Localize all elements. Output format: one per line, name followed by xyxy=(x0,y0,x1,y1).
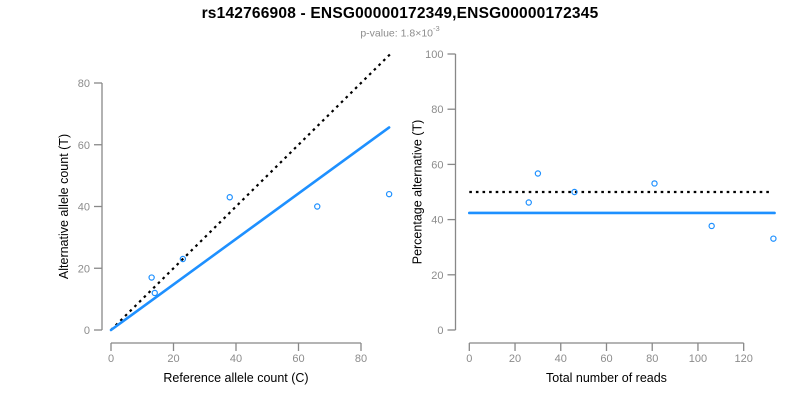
left-y-tick-label: 0 xyxy=(84,325,90,337)
left-x-axis-title: Reference allele count (C) xyxy=(163,371,308,385)
identity-line xyxy=(110,51,394,331)
right-data-point xyxy=(651,180,658,187)
left-x-tick-label: 60 xyxy=(292,353,304,365)
pvalue-exponent: -3 xyxy=(433,24,440,33)
right-data-point xyxy=(708,222,715,230)
left-y-tick-label: 40 xyxy=(78,202,90,214)
left-data-point xyxy=(385,190,393,198)
left-x-tick-label: 20 xyxy=(167,353,179,365)
left-x-tick-label: 80 xyxy=(355,353,367,365)
right-data-point xyxy=(770,235,777,242)
right-y-tick-label: 40 xyxy=(431,215,443,227)
right-x-tick-label: 120 xyxy=(735,353,753,365)
left-data-point xyxy=(314,203,321,210)
left-y-tick-label: 60 xyxy=(78,140,90,152)
left-data-point xyxy=(226,194,233,201)
pvalue-subtitle: p-value: 1.8×10-3 xyxy=(0,24,800,40)
right-data-point xyxy=(571,188,578,196)
left-y-axis-title: Alternative allele count (T) xyxy=(57,134,71,279)
right-x-tick-label: 80 xyxy=(646,353,658,365)
left-y-tick-label: 80 xyxy=(78,78,90,90)
right-data-point xyxy=(525,199,532,206)
right-x-tick-label: 100 xyxy=(689,353,707,365)
right-y-tick-label: 20 xyxy=(431,270,443,282)
left-data-point xyxy=(148,274,155,281)
right-y-tick-label: 100 xyxy=(425,49,443,61)
right-x-tick-label: 20 xyxy=(509,353,521,365)
right-x-axis-title: Total number of reads xyxy=(546,371,667,385)
right-data-point xyxy=(534,170,542,177)
left-x-tick-label: 0 xyxy=(108,353,114,365)
right-x-tick-label: 0 xyxy=(466,353,472,365)
right-x-tick-label: 40 xyxy=(555,353,567,365)
right-y-tick-label: 60 xyxy=(431,159,443,171)
left-x-tick-label: 40 xyxy=(230,353,242,365)
right-x-tick-label: 60 xyxy=(600,353,612,365)
pvalue-mantissa: 1.8×10 xyxy=(400,27,434,40)
regression-line xyxy=(109,126,391,332)
right-y-tick-label: 0 xyxy=(437,325,443,337)
right-y-axis-title: Percentage alternative (T) xyxy=(411,120,425,265)
right-y-tick-label: 80 xyxy=(431,104,443,116)
left-data-point xyxy=(151,289,158,297)
page-title: rs142766908 - ENSG00000172349,ENSG000001… xyxy=(201,5,599,22)
pvalue-prefix: p-value: xyxy=(360,27,401,40)
left-y-tick-label: 20 xyxy=(78,263,90,275)
left-data-point xyxy=(179,255,187,263)
